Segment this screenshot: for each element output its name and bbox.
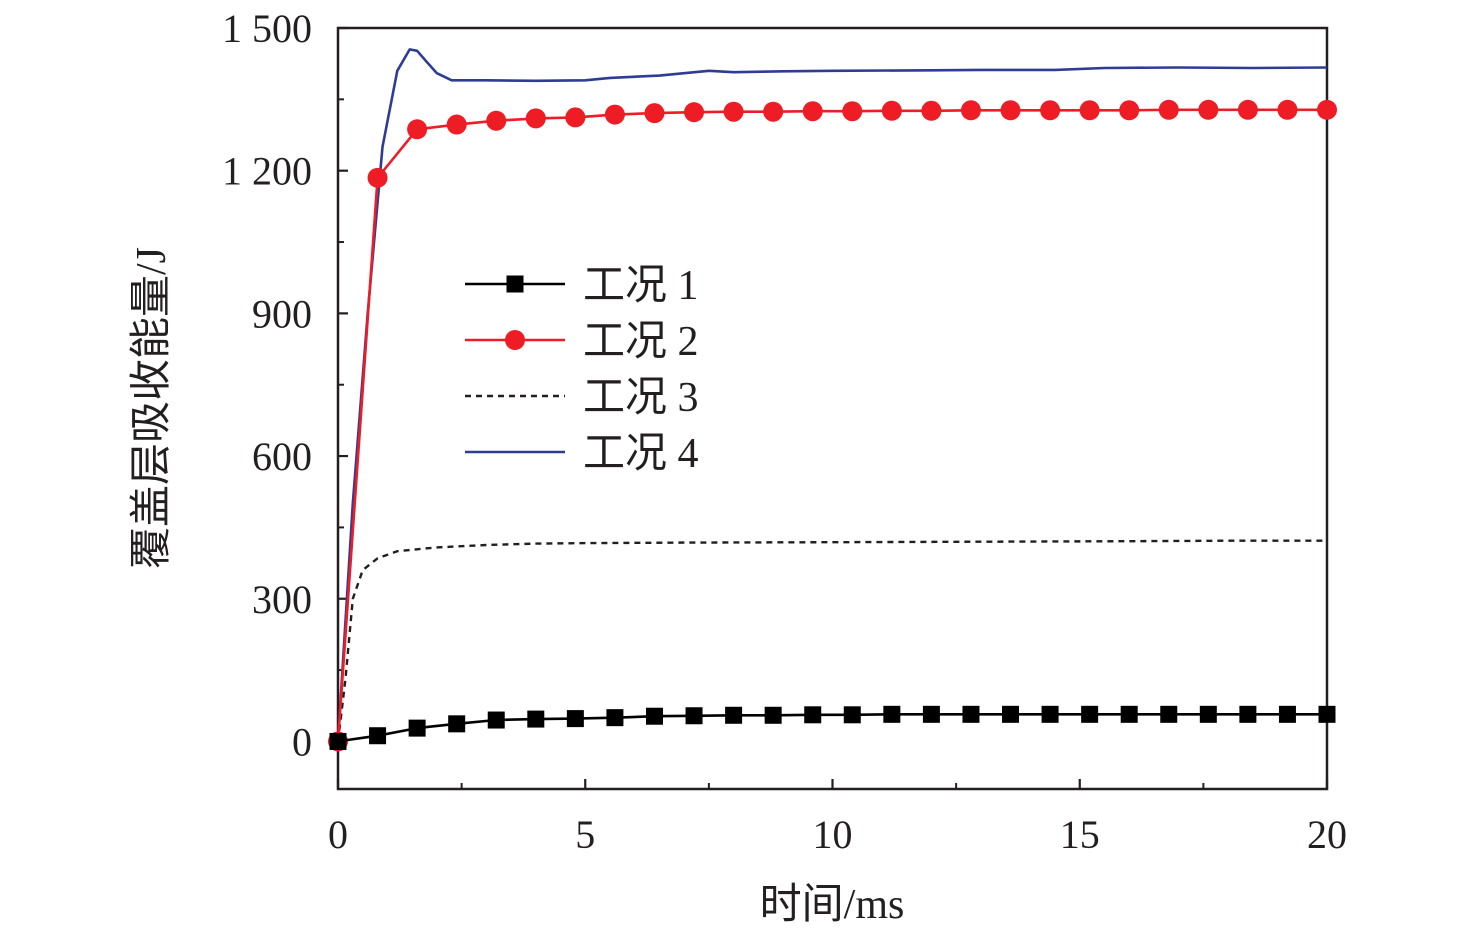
series-2-point (525, 108, 546, 129)
series-1-point (1081, 705, 1099, 723)
series-1-point (1278, 705, 1296, 723)
series-1-point (645, 707, 663, 725)
series-1-point (1041, 705, 1059, 723)
series-4 (336, 48, 1328, 742)
series-2-point (1000, 100, 1021, 121)
series-1-point (883, 705, 901, 723)
y-tick-label: 0 (292, 719, 312, 764)
series-1-point (804, 706, 822, 724)
series-1-point (922, 705, 940, 723)
legend-marker-2 (505, 330, 525, 350)
series-2-point (367, 167, 388, 188)
legend-label-3: 工况 3 (583, 375, 699, 421)
legend-marker-1 (506, 275, 524, 293)
series-1-point (1120, 705, 1138, 723)
x-tick-label: 0 (328, 812, 348, 857)
series-2-point (1040, 100, 1061, 121)
x-tick-label: 20 (1307, 812, 1347, 857)
series-2-point (763, 101, 784, 122)
series-1-point (1318, 705, 1336, 723)
y-tick-label: 1 500 (222, 6, 312, 51)
series-2-point (604, 104, 625, 125)
series-1-point (685, 707, 703, 725)
series-2-point (565, 107, 586, 128)
series-4-line (336, 48, 1328, 742)
series-2-point (684, 102, 705, 123)
series-2-point (1079, 100, 1100, 121)
y-tick-label: 900 (252, 291, 312, 336)
series-2-point (644, 103, 665, 124)
series-2-point (1317, 99, 1337, 120)
y-tick-label: 600 (252, 434, 312, 479)
plot-frame (336, 26, 1329, 791)
y-tick-label: 300 (252, 577, 312, 622)
series-layer (328, 48, 1337, 752)
series-2-point (881, 100, 902, 121)
series-1-point (843, 706, 861, 724)
legend-label-2: 工况 2 (583, 319, 699, 365)
series-1-point (408, 719, 426, 737)
legend: 工况 1 工况 2 工况 3 工况 4 (465, 263, 699, 477)
series-2-point (1158, 99, 1179, 120)
series-2-point (446, 114, 467, 135)
x-tick-label: 5 (575, 812, 595, 857)
axis-tick-labels: 0 5 10 15 20 0 300 600 900 1 200 1 500 (222, 6, 1347, 857)
series-1-point (487, 711, 505, 729)
axis-ticks (336, 26, 1329, 789)
legend-label-1: 工况 1 (583, 263, 699, 309)
y-axis-title: 覆盖层吸收能量/J (129, 247, 175, 569)
series-2-point (1119, 100, 1140, 121)
series-1-point (1002, 705, 1020, 723)
series-2 (328, 99, 1337, 752)
series-1-point (1199, 705, 1217, 723)
x-tick-label: 15 (1060, 812, 1100, 857)
x-tick-label: 10 (813, 812, 853, 857)
series-1-point (329, 732, 347, 750)
series-1-point (1160, 705, 1178, 723)
series-2-point (407, 119, 428, 140)
series-1-point (566, 710, 584, 728)
series-1-point (369, 727, 387, 745)
series-1-line (337, 713, 1327, 743)
series-1-point (606, 709, 624, 727)
series-2-point (960, 100, 981, 121)
x-axis-title: 时间/ms (760, 882, 905, 928)
series-1-point (527, 710, 545, 728)
series-1-point (962, 705, 980, 723)
series-2-point (1277, 99, 1298, 120)
series-3 (336, 539, 1327, 742)
series-2-point (723, 101, 744, 122)
series-1-point (764, 706, 782, 724)
series-2-point (921, 100, 942, 121)
legend-label-4: 工况 4 (583, 431, 699, 477)
series-2-line (336, 108, 1327, 742)
y-tick-label: 1 200 (222, 149, 312, 194)
series-1-point (448, 715, 466, 733)
series-2-point (1198, 99, 1219, 120)
series-1 (329, 705, 1336, 750)
series-2-point (802, 101, 823, 122)
series-1-point (725, 706, 743, 724)
series-2-point (486, 110, 507, 131)
series-1-point (1239, 705, 1257, 723)
series-3-line (336, 539, 1327, 742)
series-2-point (1237, 99, 1258, 120)
series-2-point (842, 101, 863, 122)
